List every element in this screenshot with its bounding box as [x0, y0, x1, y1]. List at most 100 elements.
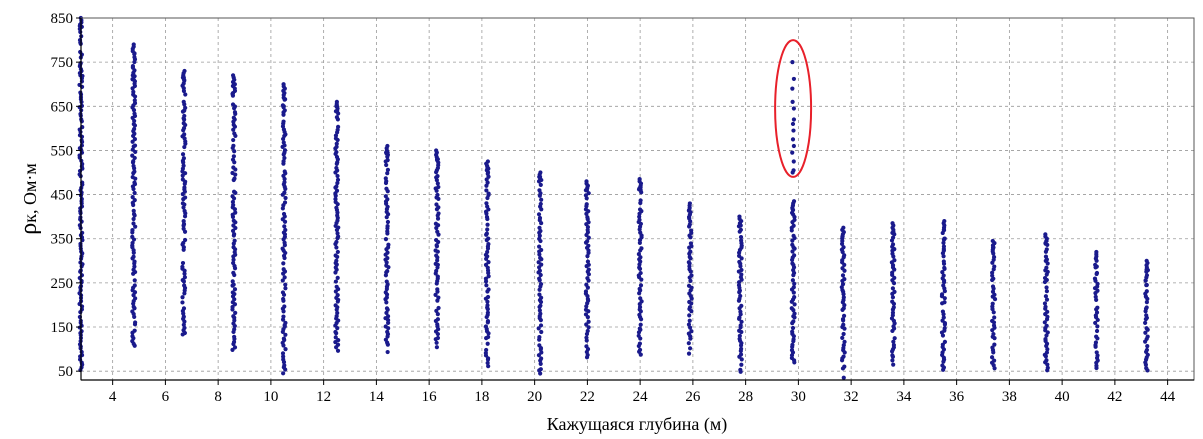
data-point [942, 300, 947, 305]
data-point [1144, 289, 1149, 294]
data-point [842, 339, 847, 345]
data-point [181, 163, 186, 168]
data-point [992, 342, 997, 347]
data-point [688, 249, 693, 254]
data-point [538, 361, 543, 367]
data-point [537, 308, 542, 313]
data-point [537, 215, 543, 221]
data-point [842, 276, 847, 282]
data-point [1044, 297, 1050, 302]
data-point [282, 155, 287, 161]
data-point [890, 353, 895, 358]
data-point [385, 255, 390, 261]
data-point [637, 177, 642, 182]
data-point [383, 290, 388, 295]
data-point [538, 323, 544, 328]
data-point [485, 360, 490, 366]
data-point [336, 234, 341, 239]
data-point [385, 250, 390, 255]
data-point [335, 348, 341, 353]
data-point [940, 363, 945, 368]
data-point [1093, 265, 1098, 270]
y-tick-label: 50 [58, 364, 73, 380]
data-point [1145, 344, 1150, 349]
data-point [435, 317, 441, 322]
data-point [130, 334, 135, 339]
data-point [686, 351, 692, 356]
data-point [585, 183, 590, 188]
data-point [383, 194, 388, 199]
data-point [1144, 273, 1150, 278]
data-point [282, 176, 287, 182]
data-point [892, 258, 897, 263]
data-point [1092, 276, 1098, 281]
data-point [182, 113, 187, 119]
data-point [435, 312, 440, 317]
data-point [434, 148, 439, 153]
data-point [280, 278, 285, 283]
data-point [1094, 271, 1099, 277]
data-point [991, 245, 996, 250]
data-point [892, 336, 897, 341]
data-point [79, 329, 84, 334]
data-point [638, 270, 643, 276]
x-axis-title: Кажущаяся глубина (м) [547, 414, 728, 435]
data-point [79, 138, 84, 143]
data-point [942, 265, 947, 270]
data-point [584, 322, 589, 327]
data-point [283, 195, 288, 201]
data-point [687, 305, 693, 310]
data-point [484, 188, 489, 193]
data-point [1144, 300, 1149, 305]
data-point [586, 319, 591, 324]
data-point [231, 223, 236, 228]
data-point [385, 157, 390, 163]
data-point [333, 303, 338, 308]
data-point [182, 68, 187, 74]
data-point [890, 242, 896, 247]
data-point [736, 280, 742, 285]
data-point [130, 153, 135, 158]
data-point [232, 232, 237, 237]
data-point [638, 198, 643, 203]
data-point [842, 364, 847, 369]
data-point [1145, 334, 1150, 339]
data-point [384, 150, 389, 155]
data-point [230, 157, 236, 162]
x-tick-label: 44 [1160, 389, 1176, 405]
data-point [434, 202, 439, 207]
data-point [942, 236, 947, 241]
data-point [1143, 278, 1148, 283]
data-point [333, 329, 338, 335]
data-point [584, 344, 589, 349]
data-point [335, 124, 341, 129]
y-tick-label: 150 [51, 320, 74, 336]
data-point [232, 334, 237, 339]
data-point [282, 275, 287, 280]
data-point [1094, 249, 1099, 255]
data-point [538, 182, 543, 187]
data-point [537, 292, 542, 297]
data-point [383, 337, 388, 342]
data-point [736, 283, 742, 288]
data-point [840, 317, 846, 322]
data-point [231, 137, 236, 143]
data-point [435, 287, 440, 292]
data-point [1095, 305, 1100, 310]
data-point [537, 276, 542, 281]
data-point [942, 339, 948, 344]
data-point [486, 334, 491, 340]
data-point [182, 132, 187, 137]
data-point [132, 98, 137, 103]
x-tick-label: 40 [1055, 389, 1070, 405]
data-point [538, 201, 543, 207]
data-point [791, 117, 797, 122]
data-point [537, 174, 543, 180]
data-point [384, 263, 389, 268]
data-point [791, 285, 796, 290]
x-tick-label: 38 [1002, 389, 1017, 405]
data-point [386, 242, 391, 247]
x-tick-label: 16 [422, 389, 438, 405]
y-axis-symbol: ρ [16, 223, 42, 235]
data-point [585, 276, 590, 281]
